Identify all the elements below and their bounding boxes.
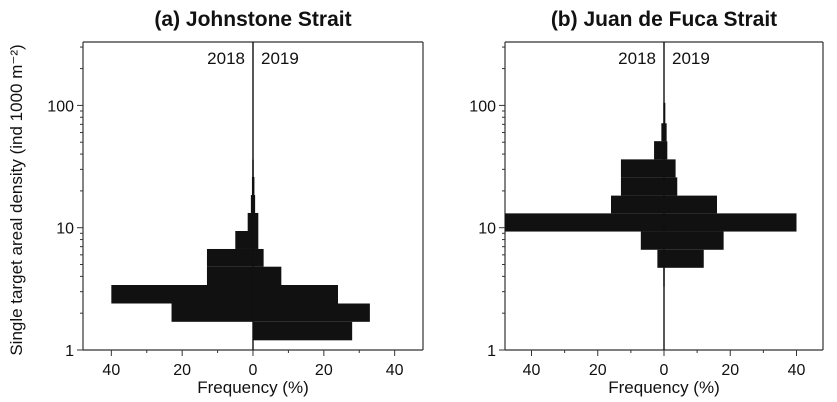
panel-b-x-tick-label: 40 <box>788 362 806 379</box>
panel-a-x-tick-label: 40 <box>102 362 120 379</box>
y-axis-label: Single target areal density (ind 1000 m⁻… <box>7 44 26 355</box>
panel-b-bar-2018 <box>611 195 664 214</box>
panel-a-bar-2019 <box>253 195 256 213</box>
panel-b-bar-2019 <box>664 213 797 232</box>
panel-a-bar-2019 <box>253 212 259 231</box>
panel-b-bar-2019 <box>664 231 724 250</box>
panel-b-bar-2018 <box>640 231 664 250</box>
panel-b-y-tick-label: 10 <box>478 221 496 238</box>
panel-a-x-tick-label: 20 <box>173 362 191 379</box>
panel-b-bar-2019 <box>664 159 676 178</box>
panel-b-bar-2018 <box>620 177 664 196</box>
panel-a-x-tick-label: 40 <box>386 362 404 379</box>
panel-a-bar-2018 <box>111 285 253 304</box>
panel-a-bar-2019 <box>253 248 264 267</box>
panel-b-x-tick-label: 20 <box>589 362 607 379</box>
panel-b-x-tick-label: 20 <box>721 362 739 379</box>
panel-a-bar-2019 <box>253 230 259 249</box>
panel-b-bar-2018 <box>657 249 664 268</box>
panel-juan-de-fuca-strait: (b) Juan de Fuca Strait Frequency (%) 20… <box>469 8 824 397</box>
panel-a-year-2018-label: 2018 <box>207 49 245 68</box>
panel-a-x-axis-label: Frequency (%) <box>197 378 308 397</box>
panel-a-bar-2019 <box>253 303 370 322</box>
panel-johnstone-strait: (a) Johnstone Strait Frequency (%) 2018 … <box>47 8 424 397</box>
panel-b-y-tick-label: 100 <box>469 98 496 115</box>
panel-a-bar-2019 <box>253 321 353 341</box>
panel-a-bar-2019 <box>253 266 282 286</box>
panel-a-bar-2018 <box>171 303 253 322</box>
panel-a-y-tick-label: 10 <box>56 221 74 238</box>
panel-b-year-2018-label: 2018 <box>618 49 656 68</box>
panel-b-y-tick-label: 1 <box>487 343 496 360</box>
panel-a-y-tick-label: 100 <box>47 98 74 115</box>
panel-b-x-tick-label: 0 <box>660 362 669 379</box>
panel-a-title: (a) Johnstone Strait <box>154 8 351 31</box>
panel-a-bar-2019 <box>253 285 338 304</box>
panel-b-bar-2019 <box>664 249 704 268</box>
panel-a-x-tick-label: 0 <box>249 362 258 379</box>
panel-b-bar-2019 <box>664 141 668 160</box>
panel-b-year-2019-label: 2019 <box>672 49 710 68</box>
panel-a-bar-2018 <box>206 266 253 286</box>
panel-b-bar-2019 <box>664 195 717 214</box>
panel-b-bar-2018 <box>505 213 664 232</box>
panel-a-bar-2019 <box>253 176 255 196</box>
panel-b-x-tick-label: 40 <box>523 362 541 379</box>
panel-a-bar-2018 <box>235 230 253 249</box>
panel-b-bar-2019 <box>664 123 667 142</box>
panel-b-bar-2018 <box>661 123 664 142</box>
panel-a-x-tick-label: 20 <box>315 362 333 379</box>
panel-a-bar-2018 <box>247 212 253 231</box>
panel-a-bar-2018 <box>250 195 253 213</box>
panel-b-bar-2019 <box>664 177 678 196</box>
panel-b-x-axis-label: Frequency (%) <box>608 378 719 397</box>
panel-a-year-2019-label: 2019 <box>261 49 299 68</box>
panel-b-title: (b) Juan de Fuca Strait <box>551 8 777 31</box>
panel-a-bar-2018 <box>206 248 253 267</box>
panel-b-bar-2018 <box>654 141 664 160</box>
panel-a-y-tick-label: 1 <box>65 343 74 360</box>
panel-b-bar-2018 <box>620 159 664 178</box>
